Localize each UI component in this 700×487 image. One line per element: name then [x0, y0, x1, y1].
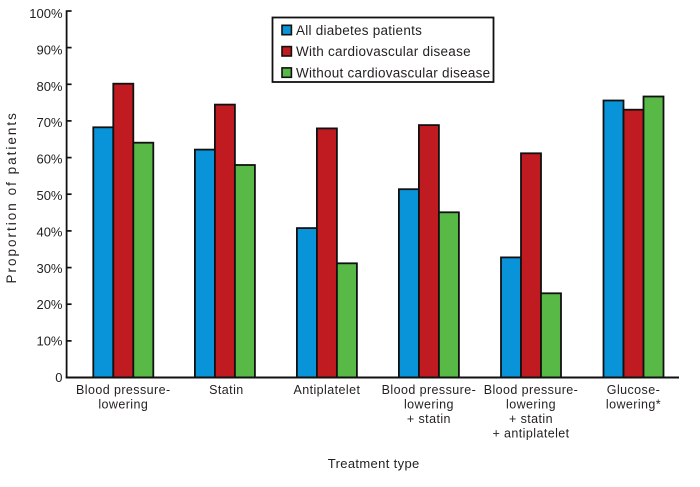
svg-text:Blood pressure-: Blood pressure- — [76, 383, 171, 397]
svg-text:+ statin: + statin — [509, 412, 553, 426]
svg-text:Glucose-: Glucose- — [607, 383, 660, 397]
svg-text:0: 0 — [55, 370, 62, 385]
svg-text:100%: 100% — [29, 6, 63, 21]
svg-text:lowering: lowering — [404, 397, 454, 411]
svg-text:lowering: lowering — [98, 397, 148, 411]
svg-text:20%: 20% — [36, 297, 62, 312]
svg-text:Statin: Statin — [209, 383, 243, 397]
svg-text:60%: 60% — [36, 152, 62, 167]
svg-text:90%: 90% — [36, 43, 62, 58]
svg-text:Blood pressure-: Blood pressure- — [382, 383, 477, 397]
svg-text:Antiplatelet: Antiplatelet — [293, 383, 360, 397]
svg-text:+ antiplatelet: + antiplatelet — [492, 427, 569, 441]
svg-text:Without cardiovascular disease: Without cardiovascular disease — [296, 65, 490, 80]
svg-text:+ statin: + statin — [407, 412, 451, 426]
svg-text:80%: 80% — [36, 79, 62, 94]
svg-text:With cardiovascular disease: With cardiovascular disease — [296, 44, 471, 59]
svg-text:70%: 70% — [36, 115, 62, 130]
svg-text:50%: 50% — [36, 188, 62, 203]
svg-text:Blood pressure-: Blood pressure- — [484, 383, 579, 397]
svg-text:All diabetes patients: All diabetes patients — [296, 23, 422, 38]
svg-text:lowering*: lowering* — [606, 397, 661, 411]
svg-text:30%: 30% — [36, 261, 62, 276]
svg-text:40%: 40% — [36, 224, 62, 239]
svg-text:10%: 10% — [36, 334, 62, 349]
svg-text:Treatment type: Treatment type — [328, 456, 420, 471]
svg-text:Proportion of patients: Proportion of patients — [4, 111, 19, 283]
svg-text:lowering: lowering — [506, 397, 556, 411]
